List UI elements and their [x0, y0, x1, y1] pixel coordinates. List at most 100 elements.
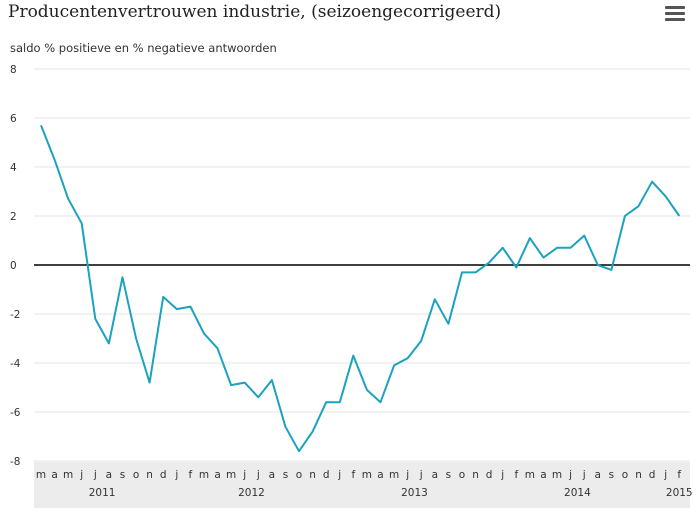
data-point: [380, 401, 382, 403]
x-tick-label: f: [189, 469, 193, 481]
data-point: [230, 384, 232, 386]
y-tick-label: 4: [10, 162, 17, 174]
data-point: [271, 379, 273, 381]
data-point: [502, 247, 504, 249]
x-tick-label: a: [214, 469, 220, 481]
data-point: [203, 333, 205, 335]
x-tick-label: s: [120, 469, 125, 481]
data-point: [176, 308, 178, 310]
data-points: [40, 124, 680, 452]
data-point: [108, 342, 110, 344]
x-tick-label: f: [351, 469, 355, 481]
y-tick-label: -4: [10, 358, 21, 370]
data-point: [312, 431, 314, 433]
x-tick-label: n: [146, 469, 153, 481]
x-tick-label: s: [609, 469, 614, 481]
x-tick-label: j: [568, 469, 572, 481]
data-point: [488, 262, 490, 264]
y-tick-label: -6: [10, 407, 21, 419]
data-point: [407, 357, 409, 359]
x-year-label: 2014: [564, 487, 591, 499]
x-tick-label: a: [595, 469, 601, 481]
data-point: [366, 389, 368, 391]
hamburger-menu-icon[interactable]: [665, 6, 685, 24]
data-point: [638, 205, 640, 207]
x-tick-label: d: [486, 469, 493, 481]
data-point: [583, 235, 585, 237]
x-tick-label: m: [36, 469, 46, 481]
x-tick-label: j: [337, 469, 341, 481]
x-tick-label: o: [296, 469, 302, 481]
x-tick-label: j: [256, 469, 260, 481]
data-point: [597, 264, 599, 266]
x-tick-label: d: [649, 469, 656, 481]
data-point: [651, 181, 653, 183]
data-point: [393, 364, 395, 366]
x-tick-label: m: [389, 469, 399, 481]
x-year-labels: 2011 2012 2013 2014 2015: [89, 487, 693, 499]
x-tick-label: m: [525, 469, 535, 481]
x-tick-label: a: [540, 469, 546, 481]
data-point: [217, 347, 219, 349]
x-tick-label: n: [472, 469, 479, 481]
x-tick-label: a: [377, 469, 383, 481]
data-point: [298, 450, 300, 452]
x-tick-label: m: [63, 469, 73, 481]
x-tick-label: a: [51, 469, 57, 481]
x-tick-label: j: [663, 469, 667, 481]
data-point: [325, 401, 327, 403]
x-year-label: 2015: [666, 487, 693, 499]
y-tick-label: 6: [10, 113, 17, 125]
x-tick-label: a: [106, 469, 112, 481]
data-point: [461, 271, 463, 273]
data-point: [556, 247, 558, 249]
x-axis-band: [34, 462, 690, 508]
y-tick-label: 2: [10, 211, 17, 223]
data-point: [475, 271, 477, 273]
x-tick-label: n: [309, 469, 316, 481]
data-point: [542, 257, 544, 259]
y-tick-label: -2: [10, 309, 20, 321]
x-tick-label: f: [677, 469, 681, 481]
x-tick-label: j: [242, 469, 246, 481]
x-tick-label: a: [269, 469, 275, 481]
x-tick-label: j: [405, 469, 409, 481]
x-tick-label: m: [199, 469, 209, 481]
y-tick-label: 8: [10, 64, 17, 76]
y-tick-label: -8: [10, 456, 20, 468]
data-point: [149, 382, 151, 384]
y-tick-label: 0: [10, 260, 17, 272]
x-tick-label: m: [552, 469, 562, 481]
x-tick-label: a: [432, 469, 438, 481]
data-point: [529, 237, 531, 239]
x-tick-label: j: [79, 469, 83, 481]
data-point: [678, 215, 680, 217]
grid-lines: [34, 68, 690, 462]
y-tick-labels: 8 6 4 2 0 -2 -4 -6 -8: [10, 64, 21, 468]
x-tick-label: f: [514, 469, 518, 481]
x-tick-label: d: [160, 469, 167, 481]
data-point: [624, 215, 626, 217]
data-point: [121, 276, 123, 278]
x-tick-label: j: [500, 469, 504, 481]
data-point: [189, 306, 191, 308]
data-point: [420, 340, 422, 342]
data-point: [570, 247, 572, 249]
series-line: [40, 124, 681, 453]
data-point: [515, 266, 517, 268]
data-point: [257, 396, 259, 398]
chart-title: Producentenvertrouwen industrie, (seizoe…: [8, 2, 502, 22]
x-year-label: 2013: [401, 487, 428, 499]
x-tick-label: d: [323, 469, 330, 481]
x-tick-label: o: [133, 469, 139, 481]
data-point: [67, 198, 69, 200]
x-tick-label: j: [419, 469, 423, 481]
data-point: [162, 296, 164, 298]
y-axis-label: saldo % positieve en % negatieve antwoor…: [10, 41, 277, 55]
x-tick-label: m: [362, 469, 372, 481]
data-point: [40, 124, 42, 126]
x-tick-label: s: [446, 469, 451, 481]
x-tick-label: s: [283, 469, 288, 481]
data-point: [135, 338, 137, 340]
